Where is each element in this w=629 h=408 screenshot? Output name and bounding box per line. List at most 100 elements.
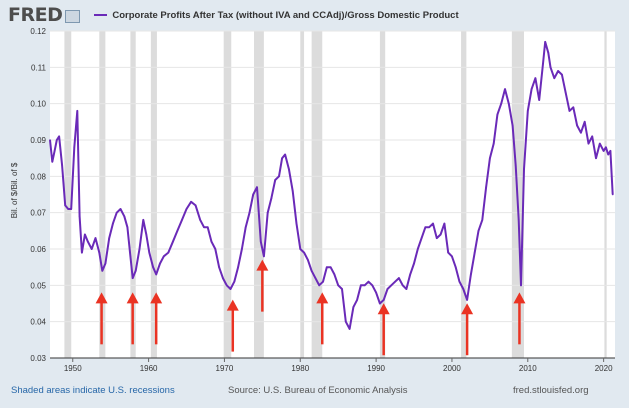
data-point — [115, 211, 118, 214]
recession-band — [64, 31, 72, 358]
data-point — [326, 266, 328, 268]
data-point — [108, 237, 110, 239]
recession-band — [604, 31, 607, 358]
data-point — [517, 219, 520, 221]
recession-band — [300, 31, 305, 358]
data-point — [394, 280, 396, 283]
data-point — [428, 226, 430, 228]
data-point — [371, 284, 374, 287]
data-point — [145, 233, 148, 236]
data-point — [561, 73, 563, 76]
data-point — [256, 186, 258, 189]
data-point — [424, 226, 427, 228]
data-point — [51, 161, 54, 163]
data-point — [56, 139, 58, 141]
data-point — [496, 113, 499, 116]
data-point — [225, 284, 228, 287]
data-point — [291, 190, 294, 192]
arrow-head — [513, 292, 526, 304]
data-point — [233, 280, 236, 283]
data-point — [142, 219, 145, 221]
data-point — [420, 237, 423, 239]
y-tick-label: 0.12 — [30, 27, 46, 36]
data-point — [405, 288, 408, 290]
data-point — [98, 251, 101, 254]
data-point — [172, 240, 174, 243]
data-point — [587, 142, 590, 145]
y-tick-label: 0.03 — [30, 354, 46, 363]
data-point — [288, 168, 290, 170]
series-points — [49, 41, 614, 330]
x-tick-label: 1990 — [367, 364, 385, 373]
data-point — [352, 306, 355, 308]
legend: Corporate Profits After Tax (without IVA… — [94, 9, 459, 21]
data-point — [112, 222, 114, 225]
data-point — [67, 208, 70, 210]
legend-line-swatch — [94, 14, 108, 16]
fred-logo-chart-icon — [65, 9, 81, 23]
data-point — [190, 200, 192, 203]
annotation-arrow — [377, 303, 390, 356]
data-point — [87, 240, 89, 243]
annotation-arrow — [461, 303, 474, 356]
chart-header: FRED Corporate Profits After Tax (withou… — [8, 3, 459, 27]
recession-band — [461, 31, 467, 358]
y-tick-label: 0.07 — [30, 209, 46, 218]
data-point — [526, 110, 529, 112]
data-point — [303, 251, 305, 254]
data-point — [538, 99, 540, 101]
data-point — [185, 208, 188, 210]
data-point — [222, 277, 224, 279]
site-link[interactable]: fred.stlouisfed.org — [513, 385, 589, 396]
annotation-arrow — [126, 292, 139, 345]
y-tick-label: 0.11 — [31, 63, 47, 72]
axis-ticks: 0.03 0.04 0.05 0.06 0.07 0.08 0.09 0.10 0.11 0.12… — [30, 27, 613, 373]
recession-band — [379, 31, 386, 358]
data-point — [210, 240, 213, 243]
fred-logo[interactable]: FRED — [8, 4, 63, 26]
recession-note-link[interactable]: Shaded areas indicate U.S. recessions — [11, 385, 175, 396]
data-point — [511, 124, 514, 127]
data-point — [451, 255, 453, 258]
data-point — [299, 248, 302, 250]
data-point — [454, 266, 457, 268]
data-point — [248, 211, 251, 214]
x-tick-label: 2000 — [443, 364, 461, 373]
x-tick-label: 1950 — [64, 364, 82, 373]
data-point — [549, 66, 552, 69]
data-point — [229, 288, 232, 290]
data-point — [322, 280, 324, 283]
data-point — [194, 204, 197, 207]
data-point — [386, 288, 389, 290]
data-point — [252, 193, 255, 196]
data-point — [547, 52, 550, 54]
legend-label: Corporate Profits After Tax (without IVA… — [112, 9, 459, 21]
recession-bands — [64, 31, 607, 358]
data-point — [447, 251, 449, 254]
arrow-head — [461, 303, 474, 315]
data-point — [119, 208, 122, 210]
y-axis-title: Bil. of $/Bil. of $ — [10, 162, 19, 218]
x-tick-label: 2010 — [519, 364, 537, 373]
data-point — [131, 277, 134, 279]
data-point — [129, 255, 132, 258]
data-point — [473, 251, 476, 254]
data-point — [553, 77, 556, 80]
data-point — [318, 284, 321, 287]
data-point — [520, 284, 522, 287]
data-point — [557, 70, 559, 72]
recession-band — [130, 31, 136, 358]
data-point — [78, 215, 81, 218]
recession-band — [223, 31, 232, 358]
annotation-arrow — [150, 292, 163, 345]
x-tick-label: 1960 — [140, 364, 158, 373]
data-point — [266, 211, 269, 214]
data-point — [70, 208, 73, 210]
data-point — [576, 124, 578, 127]
data-point — [595, 157, 597, 159]
data-point — [295, 222, 298, 225]
data-point — [611, 193, 614, 196]
y-tick-label: 0.05 — [30, 281, 46, 290]
annotation-arrow — [316, 292, 329, 345]
